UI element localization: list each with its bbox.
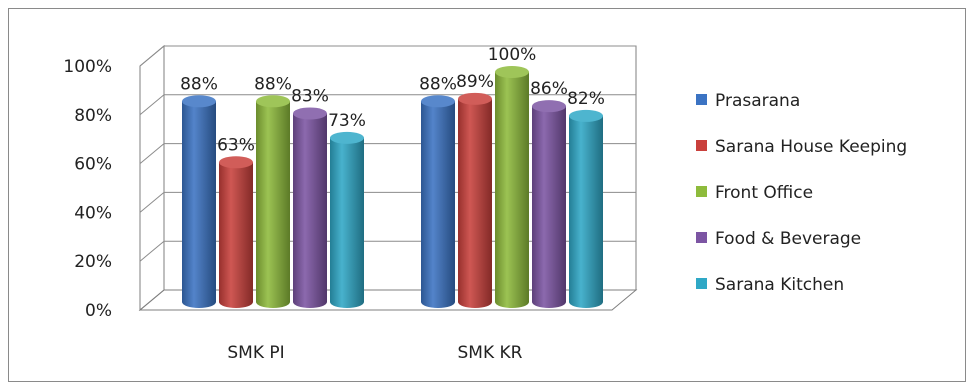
chart-frame: [8, 8, 966, 382]
bar-smk-kr-4: [569, 115, 603, 308]
bar-top: [293, 107, 327, 120]
bar-smk-pi-0: [182, 101, 216, 308]
data-label: 86%: [530, 79, 568, 99]
legend-swatch: [696, 140, 707, 151]
bar-top: [532, 100, 566, 113]
category-label: SMK KR: [458, 343, 523, 363]
data-label: 88%: [419, 74, 457, 94]
bar-smk-pi-1: [219, 162, 253, 308]
data-label: 100%: [488, 45, 537, 65]
legend: Prasarana Sarana House Keeping Front Offic…: [696, 91, 907, 295]
bar-top: [458, 92, 492, 105]
bar-smk-kr-2: [495, 72, 529, 308]
bar-top: [495, 66, 529, 78]
bar-top: [569, 109, 603, 122]
bar-top: [219, 156, 253, 169]
legend-swatch: [696, 94, 707, 105]
y-tick-label: 100%: [63, 57, 112, 77]
legend-swatch: [696, 186, 707, 197]
legend-label: Sarana Kitchen: [715, 275, 844, 295]
y-tick-label: 80%: [74, 106, 112, 126]
y-tick-label: 20%: [74, 252, 112, 272]
data-label: 89%: [456, 72, 494, 92]
bar-smk-pi-4: [330, 137, 364, 308]
bar-top: [421, 95, 455, 108]
bar-top: [182, 95, 216, 108]
data-label: 88%: [254, 74, 292, 94]
data-label: 73%: [328, 111, 366, 131]
data-label: 82%: [567, 89, 605, 109]
y-tick-label: 60%: [74, 155, 112, 175]
data-label: 83%: [291, 86, 329, 106]
bar-smk-kr-1: [458, 98, 492, 308]
data-label: 63%: [217, 135, 255, 155]
legend-label: Food & Beverage: [715, 229, 861, 249]
legend-label: Front Office: [715, 183, 813, 203]
legend-swatch: [696, 232, 707, 243]
bar-smk-kr-3: [532, 106, 566, 308]
bar-smk-pi-2: [256, 101, 290, 308]
legend-label: Sarana House Keeping: [715, 137, 907, 157]
legend-swatch: [696, 278, 707, 289]
y-tick-label: 40%: [74, 203, 112, 223]
legend-label: Prasarana: [715, 91, 800, 111]
bars: [182, 66, 603, 308]
y-tick-label: 0%: [85, 301, 112, 321]
side-wall: [139, 44, 165, 312]
data-label: 88%: [180, 74, 218, 94]
axis-labels: 0% 20% 40% 60% 80% 100% SMK PI SMK KR: [63, 57, 522, 363]
floor: [138, 289, 638, 311]
bar-smk-kr-0: [421, 101, 455, 308]
data-labels: 88%63%88%83%73%88% 89%100%86% 82%: [180, 45, 605, 155]
bar-smk-pi-3: [293, 113, 327, 308]
bar-top: [256, 95, 290, 108]
gridline: [139, 45, 636, 67]
bar-top: [330, 131, 364, 144]
category-label: SMK PI: [227, 343, 284, 363]
